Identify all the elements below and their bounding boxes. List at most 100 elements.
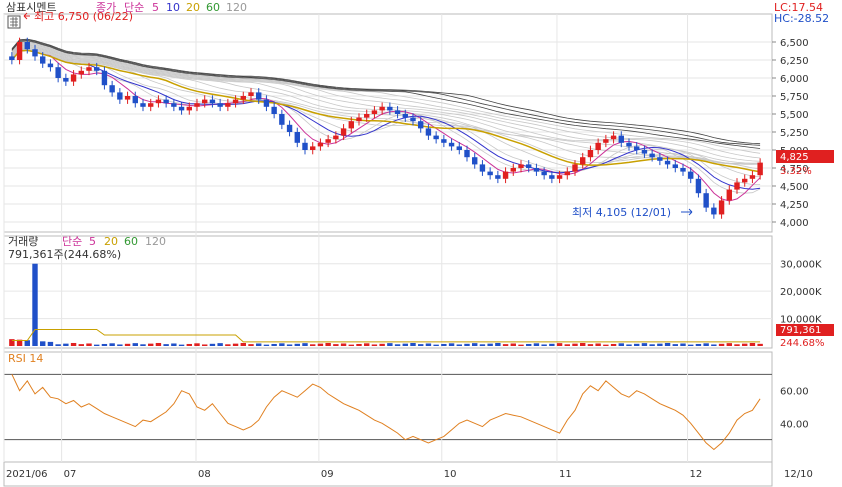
- candle-body: [726, 189, 732, 201]
- volume-bar: [302, 343, 308, 346]
- volume-bar: [502, 344, 509, 346]
- volume-bar: [757, 343, 763, 346]
- ma-period-10: 10: [166, 1, 180, 14]
- volume-bar: [47, 341, 54, 346]
- x-tick-label: 07: [64, 469, 77, 480]
- candle-body: [718, 200, 725, 215]
- candle-body: [217, 103, 223, 107]
- volume-bar: [695, 343, 702, 346]
- volume-bar: [680, 343, 686, 346]
- change-pct: 3.32%: [780, 166, 812, 177]
- candle-body: [40, 56, 46, 64]
- volume-bar: [124, 343, 131, 346]
- volume-bar: [225, 344, 231, 346]
- ma-period-120: 120: [226, 1, 247, 14]
- volume-bar: [441, 343, 447, 346]
- candle-body: [47, 63, 54, 68]
- current-price-box: [776, 150, 834, 163]
- volume-bar: [402, 343, 408, 346]
- ma-label: 단순: [124, 1, 144, 14]
- volume-bar: [155, 342, 162, 346]
- volume-bar: [742, 343, 748, 346]
- volume-bar: [688, 344, 694, 346]
- lc-value: LC:17.54: [774, 1, 823, 14]
- candle-body: [749, 175, 756, 179]
- rsi-series-line: [11, 374, 761, 451]
- price-tick-label: 4,000: [780, 218, 809, 229]
- grid-icon: [10, 17, 18, 27]
- moving-average-lines: [11, 38, 761, 202]
- candle-body: [340, 128, 347, 136]
- volume-bar: [40, 341, 46, 346]
- x-axis-labels: 2021/06 07 08 09 10 11 12 12/10: [6, 469, 813, 480]
- volume-bar: [279, 343, 285, 346]
- ma-period-60: 60: [206, 1, 220, 14]
- volume-tick-label: 20,000K: [780, 287, 822, 298]
- grid-lines: [3, 14, 776, 462]
- volume-bar: [518, 344, 524, 346]
- candle-body: [626, 142, 632, 147]
- volume-bar: [86, 343, 92, 346]
- volume-bar: [94, 344, 100, 346]
- y-axis-labels: 6,5006,2506,0005,7505,5005,2505,0004,750…: [780, 38, 822, 430]
- candle-body: [657, 157, 663, 161]
- volume-bar: [356, 343, 362, 346]
- volume-bars: [9, 263, 763, 346]
- volume-bar: [387, 343, 393, 346]
- volume-bar: [618, 343, 624, 346]
- price-tick-label: 4,500: [780, 182, 809, 193]
- candle-body: [394, 110, 401, 114]
- price-tick-label: 4,250: [780, 200, 809, 211]
- candle-body: [101, 70, 108, 86]
- price-tick-label: 6,500: [780, 38, 809, 49]
- candle-body: [279, 114, 285, 125]
- candle-body: [495, 175, 501, 179]
- candle-body: [263, 99, 270, 107]
- volume-bar: [526, 343, 532, 346]
- candle-body: [302, 142, 308, 150]
- price-legend: 삼표시멘트 종가 단순 5 10 20 60 120 LC:17.54 HC:-…: [6, 1, 829, 29]
- candle-body: [649, 153, 655, 158]
- volume-bar: [178, 344, 185, 346]
- volume-bar: [641, 343, 648, 346]
- candle-body: [371, 110, 378, 114]
- volume-bar: [78, 344, 84, 346]
- volume-bar: [232, 343, 239, 346]
- volume-bar: [448, 343, 455, 346]
- candle-body: [317, 142, 324, 147]
- rsi-tick-label: 40.00: [780, 419, 809, 430]
- ma-ribbon-line: [11, 49, 761, 194]
- rsi-panel-frame: [3, 351, 773, 463]
- candle-body: [32, 49, 38, 57]
- candle-body: [333, 135, 339, 140]
- candle-body: [194, 103, 200, 107]
- volume-ma-120: 120: [145, 235, 166, 248]
- candle-body: [448, 142, 455, 147]
- candle-body: [248, 92, 254, 96]
- volume-bar: [749, 342, 756, 346]
- volume-legend: 거래량 단순 5 20 60 120 791,361주(244.68%): [8, 235, 166, 261]
- volume-ma-60: 60: [124, 235, 138, 248]
- candle-body: [271, 106, 277, 114]
- candle-body: [472, 157, 478, 165]
- candle-body: [256, 92, 262, 100]
- ma-line-10: [11, 49, 761, 190]
- candle-body: [549, 175, 555, 179]
- volume-bar: [9, 339, 15, 346]
- candle-body: [479, 164, 486, 172]
- volume-bar: [271, 343, 277, 346]
- ma-line-20: [11, 49, 761, 173]
- volume-bar: [472, 343, 478, 346]
- volume-bar: [510, 343, 516, 346]
- candle-body: [572, 164, 578, 172]
- candle-body: [711, 207, 717, 215]
- volume-bar: [217, 343, 223, 346]
- candle-body: [117, 92, 123, 100]
- candle-body: [664, 160, 671, 165]
- volume-bar: [556, 343, 563, 346]
- candle-body: [641, 150, 648, 154]
- price-tick-label: 5,500: [780, 110, 809, 121]
- candle-body: [148, 103, 154, 107]
